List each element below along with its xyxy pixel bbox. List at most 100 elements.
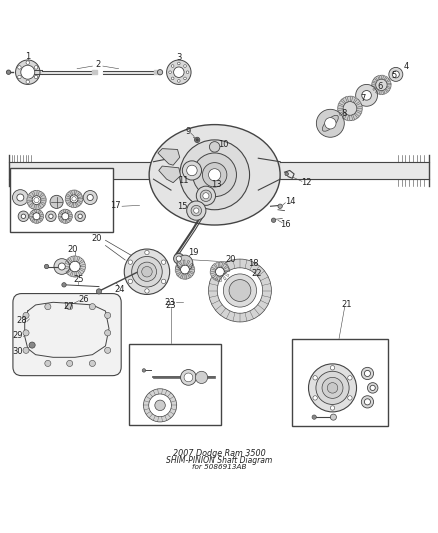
Circle shape xyxy=(142,266,152,277)
Circle shape xyxy=(62,213,69,220)
Polygon shape xyxy=(258,158,280,190)
Circle shape xyxy=(58,209,72,223)
Circle shape xyxy=(128,260,133,264)
Polygon shape xyxy=(32,191,35,197)
Circle shape xyxy=(29,209,43,223)
Polygon shape xyxy=(68,257,72,263)
Circle shape xyxy=(193,153,237,197)
Text: 17: 17 xyxy=(110,201,120,210)
Circle shape xyxy=(46,211,56,222)
Polygon shape xyxy=(374,77,379,82)
Text: 23: 23 xyxy=(166,301,176,310)
Polygon shape xyxy=(65,220,67,223)
Circle shape xyxy=(312,415,316,419)
Polygon shape xyxy=(59,212,63,215)
Circle shape xyxy=(21,214,25,219)
Circle shape xyxy=(87,195,93,200)
Polygon shape xyxy=(187,273,191,278)
Polygon shape xyxy=(211,267,216,270)
Text: 18: 18 xyxy=(248,259,258,268)
Circle shape xyxy=(345,103,355,114)
Circle shape xyxy=(392,71,399,78)
Polygon shape xyxy=(32,219,35,222)
Circle shape xyxy=(12,190,28,205)
Polygon shape xyxy=(379,89,381,94)
Polygon shape xyxy=(75,202,79,207)
Text: 26: 26 xyxy=(78,295,89,304)
Polygon shape xyxy=(353,98,357,104)
Circle shape xyxy=(7,70,11,75)
Text: 13: 13 xyxy=(212,180,222,189)
Text: 9: 9 xyxy=(186,127,191,136)
Circle shape xyxy=(83,190,97,205)
Circle shape xyxy=(176,256,181,261)
Circle shape xyxy=(362,91,371,100)
Circle shape xyxy=(105,312,111,318)
Polygon shape xyxy=(378,76,381,81)
Circle shape xyxy=(330,366,335,370)
Polygon shape xyxy=(185,274,187,279)
Polygon shape xyxy=(40,202,46,206)
Circle shape xyxy=(15,60,40,84)
Circle shape xyxy=(367,383,378,393)
Circle shape xyxy=(162,279,166,284)
Circle shape xyxy=(389,67,403,82)
Circle shape xyxy=(376,79,387,91)
Polygon shape xyxy=(351,114,355,120)
Circle shape xyxy=(75,211,85,222)
Circle shape xyxy=(338,96,362,120)
Circle shape xyxy=(196,186,215,205)
Circle shape xyxy=(18,75,21,79)
Circle shape xyxy=(58,263,65,270)
Circle shape xyxy=(169,71,171,74)
Circle shape xyxy=(208,259,272,322)
Text: 3: 3 xyxy=(176,53,181,62)
Circle shape xyxy=(313,376,317,380)
Text: 4: 4 xyxy=(404,62,410,71)
Circle shape xyxy=(182,161,201,180)
Polygon shape xyxy=(224,273,229,277)
Circle shape xyxy=(23,348,29,353)
Polygon shape xyxy=(355,106,362,108)
Polygon shape xyxy=(381,75,384,80)
Circle shape xyxy=(166,60,191,84)
Circle shape xyxy=(208,169,221,181)
Circle shape xyxy=(285,172,288,176)
Text: 27: 27 xyxy=(63,302,74,311)
Circle shape xyxy=(184,373,193,382)
Polygon shape xyxy=(80,264,85,266)
Circle shape xyxy=(361,367,374,379)
Circle shape xyxy=(343,102,357,115)
Polygon shape xyxy=(220,276,222,281)
Text: 24: 24 xyxy=(114,285,125,294)
Polygon shape xyxy=(176,265,181,268)
Circle shape xyxy=(124,249,170,294)
Text: 2007 Dodge Ram 3500: 2007 Dodge Ram 3500 xyxy=(173,449,265,458)
Circle shape xyxy=(138,262,156,281)
Polygon shape xyxy=(183,260,185,265)
Polygon shape xyxy=(338,103,345,107)
Polygon shape xyxy=(343,112,347,119)
Text: for 5086913AB: for 5086913AB xyxy=(192,464,246,470)
Text: 29: 29 xyxy=(12,331,22,340)
Polygon shape xyxy=(29,203,34,207)
Circle shape xyxy=(173,253,184,264)
Polygon shape xyxy=(180,273,184,279)
Polygon shape xyxy=(64,266,70,269)
Circle shape xyxy=(361,395,374,408)
FancyBboxPatch shape xyxy=(13,294,121,376)
Polygon shape xyxy=(79,268,85,272)
Circle shape xyxy=(23,330,29,336)
Circle shape xyxy=(72,197,76,201)
Polygon shape xyxy=(353,112,359,118)
Polygon shape xyxy=(345,96,349,103)
Polygon shape xyxy=(75,272,77,277)
Circle shape xyxy=(26,61,29,64)
Polygon shape xyxy=(350,96,353,103)
Polygon shape xyxy=(189,271,194,274)
Circle shape xyxy=(175,260,194,279)
Circle shape xyxy=(229,280,251,302)
Circle shape xyxy=(348,395,352,400)
Circle shape xyxy=(202,163,227,187)
Text: SHIM-PINION Shaft Diagram: SHIM-PINION Shaft Diagram xyxy=(166,456,272,465)
